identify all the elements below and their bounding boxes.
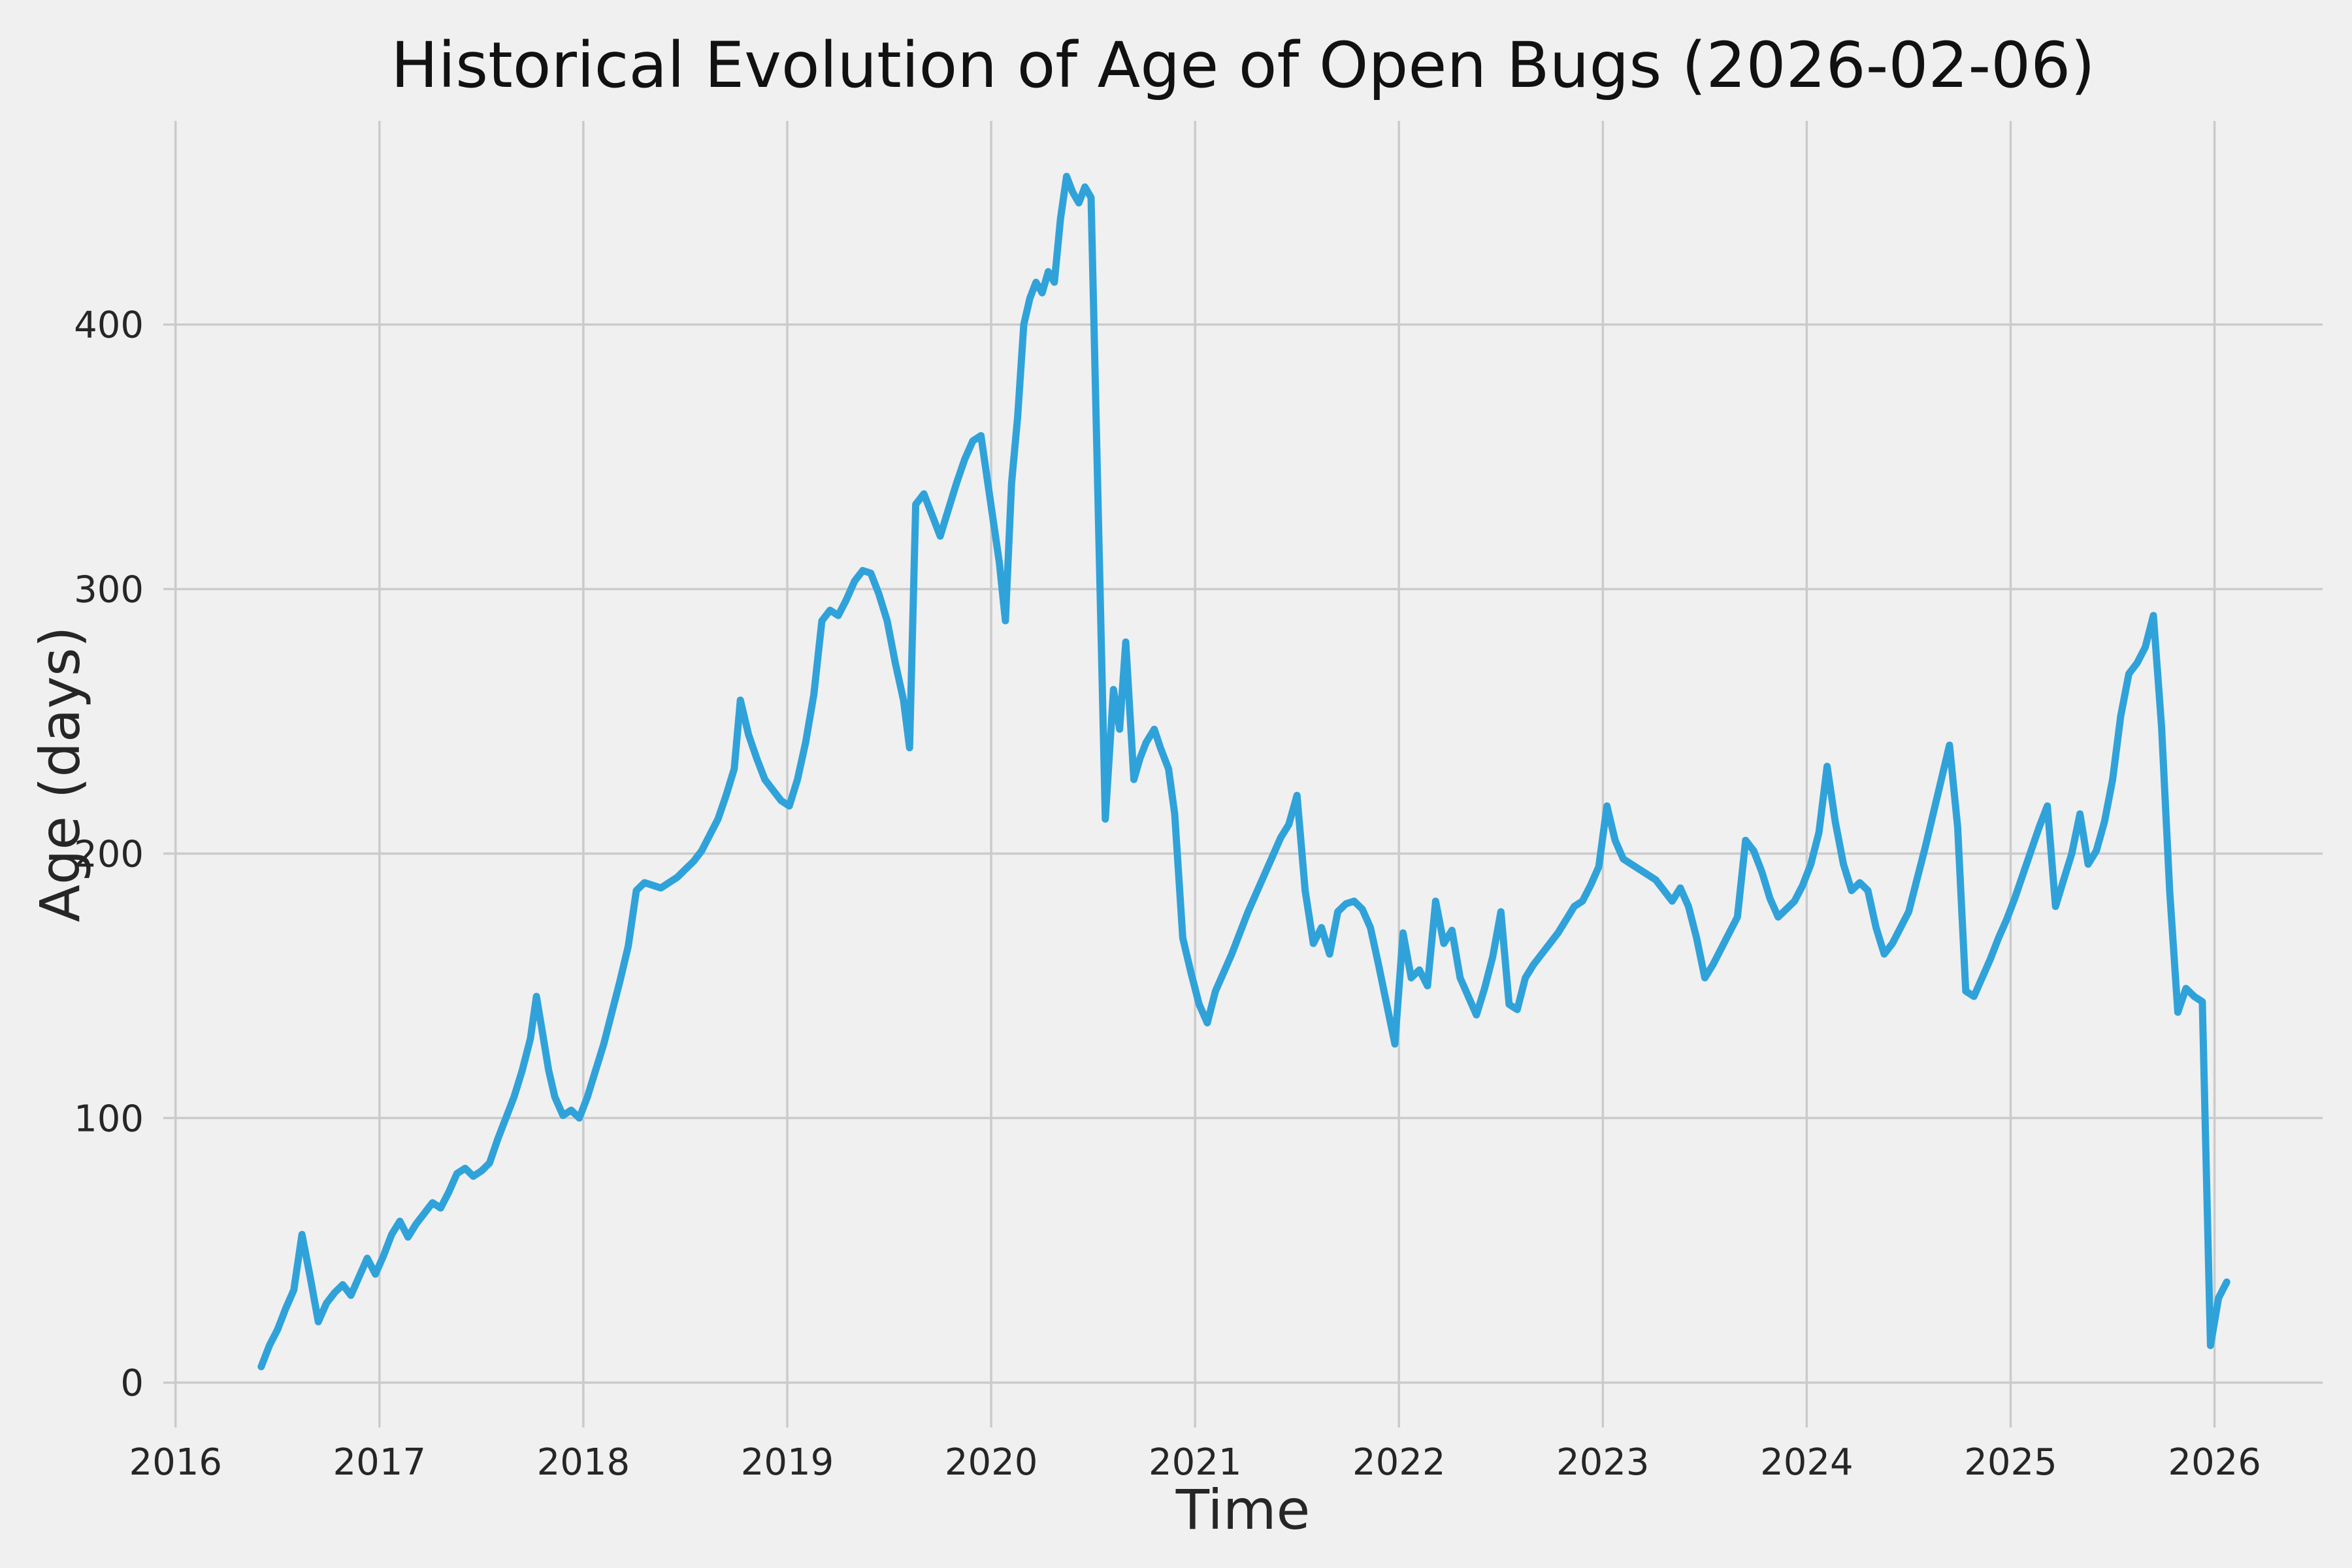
- x-tick-label: 2019: [741, 1441, 834, 1484]
- x-tick-label: 2016: [129, 1441, 222, 1484]
- data-line: [257, 172, 2230, 1371]
- y-axis-label: Age (days): [28, 626, 92, 923]
- x-tick-label: 2025: [1964, 1441, 2057, 1484]
- y-tick-label: 400: [74, 304, 144, 347]
- y-tick-label: 200: [74, 834, 144, 876]
- x-tick-label: 2020: [945, 1441, 1038, 1484]
- y-tick-label: 100: [74, 1098, 144, 1140]
- x-tick-label: 2026: [2168, 1441, 2261, 1484]
- x-tick-label: 2017: [333, 1441, 427, 1484]
- y-tick-label: 300: [74, 569, 144, 612]
- x-tick-label: 2021: [1149, 1441, 1242, 1484]
- x-tick-label: 2018: [537, 1441, 630, 1484]
- y-tick-label: 0: [120, 1362, 144, 1405]
- x-tick-label: 2024: [1760, 1441, 1854, 1484]
- chart-title: Historical Evolution of Age of Open Bugs…: [391, 29, 2095, 102]
- x-tick-label: 2023: [1556, 1441, 1650, 1484]
- x-tick-label: 2022: [1352, 1441, 1446, 1484]
- x-axis-label: Time: [1175, 1478, 1311, 1542]
